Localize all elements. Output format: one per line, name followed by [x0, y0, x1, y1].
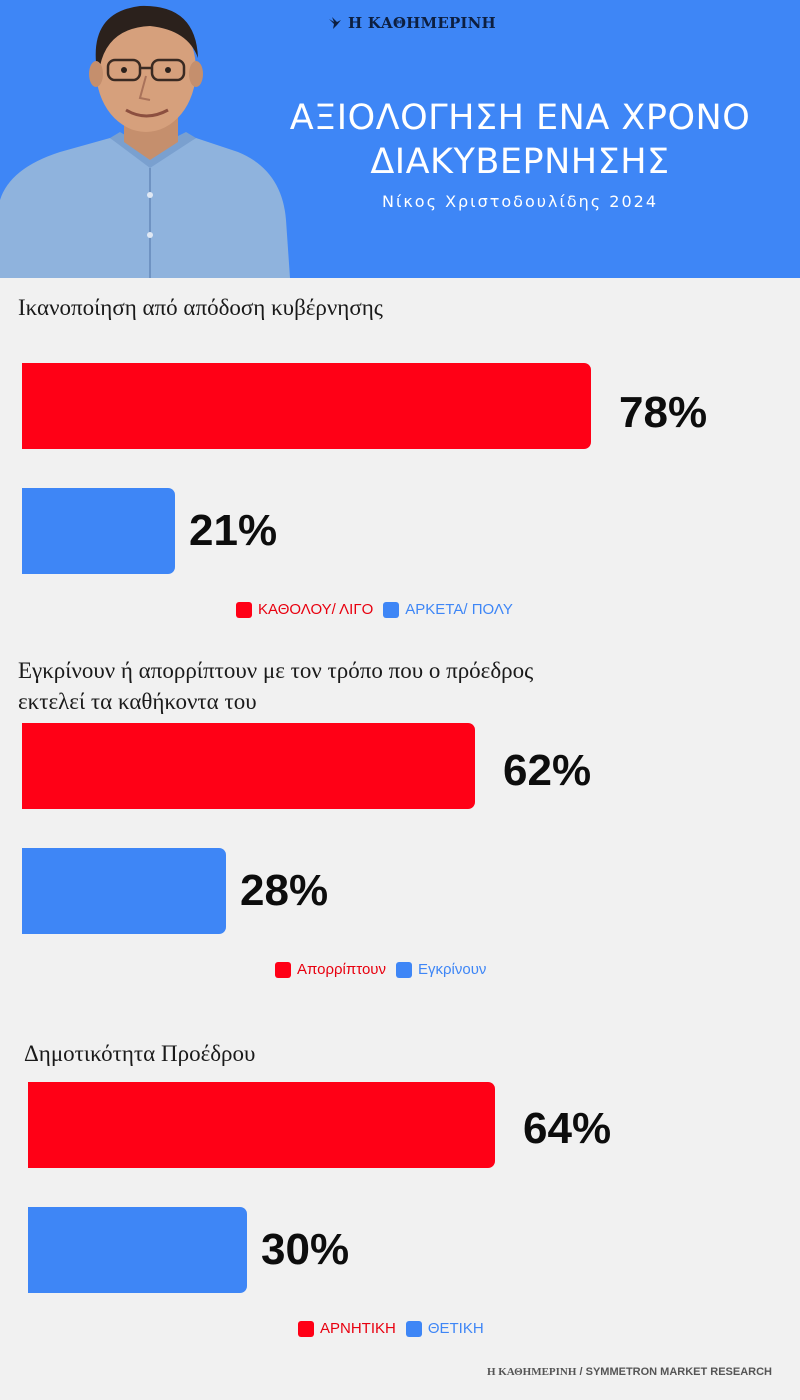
legend-item-blue: ΑΡΚΕΤΑ/ ΠΟΛΥ — [383, 601, 513, 618]
legend-item-blue: Εγκρίνουν — [396, 961, 486, 978]
chart-3-bar-thetiki — [28, 1207, 247, 1293]
footer-source: / SYMMETRON MARKET RESEARCH — [576, 1366, 772, 1378]
page-subtitle: Νίκος Χριστοδουλίδης 2024 — [381, 192, 658, 211]
legend-label: ΑΡΚΕΤΑ/ ΠΟΛΥ — [405, 601, 513, 618]
chart-1-legend: ΚΑΘΟΛΟΥ/ ΛΙΓΟ ΑΡΚΕΤΑ/ ΠΟΛΥ — [236, 601, 523, 618]
page-title: ΑΞΙΟΛΟΓΗΣΗ ΕΝΑ ΧΡΟΝΟ ΔΙΑΚΥΒΕΡΝΗΣΗΣ — [250, 96, 790, 184]
bird-icon — [329, 17, 341, 29]
chart-1-bar-kathola-ligo — [22, 363, 591, 449]
chart-2-title-line-1: Εγκρίνουν ή απορρίπτουν με τον τρόπο που… — [18, 658, 534, 683]
chart-1-title: Ικανοποίηση από απόδοση κυβέρνησης — [18, 295, 383, 320]
legend-swatch-blue — [396, 961, 412, 978]
chart-3-bar-arnitiki — [28, 1082, 495, 1168]
title-line-1: ΑΞΙΟΛΟΓΗΣΗ ΕΝΑ ΧΡΟΝΟ — [289, 98, 751, 138]
chart-2-title-line-2: εκτελεί τα καθήκοντα του — [18, 689, 257, 714]
legend-swatch-red — [236, 601, 252, 618]
legend-swatch-red — [298, 1320, 314, 1337]
legend-item-blue: ΘΕΤΙΚΗ — [405, 1320, 484, 1337]
chart-1-value-label-2: 21% — [189, 506, 278, 555]
publisher-logo: Η ΚΑΘΗΜΕΡΙΝΗ — [328, 14, 496, 32]
chart-1-bar-arketa-poly — [22, 488, 175, 574]
legend-label: ΚΑΘΟΛΟΥ/ ΛΙΓΟ — [258, 601, 374, 618]
chart-2-legend: Απορρίπτουν Εγκρίνουν — [275, 961, 496, 978]
logo-text: Η ΚΑΘΗΜΕΡΙΝΗ — [348, 14, 496, 32]
legend-label: ΘΕΤΙΚΗ — [427, 1320, 484, 1337]
legend-item-red: Απορρίπτουν — [275, 961, 386, 978]
footer-publisher: Η ΚΑΘΗΜΕΡΙΝΗ — [486, 1366, 577, 1378]
chart-1-value-label-1: 78% — [619, 388, 708, 437]
legend-label: ΑΡΝΗΤΙΚΗ — [320, 1320, 396, 1337]
legend-item-red: ΑΡΝΗΤΙΚΗ — [298, 1320, 396, 1337]
chart-3-legend: ΑΡΝΗΤΙΚΗ ΘΕΤΙΚΗ — [298, 1320, 494, 1337]
header-banner: Η ΚΑΘΗΜΕΡΙΝΗ ΑΞΙΟΛΟΓΗΣΗ ΕΝΑ ΧΡΟΝΟ ΔΙΑΚΥΒ… — [0, 0, 800, 278]
portrait-illustration — [0, 5, 290, 278]
legend-label: Εγκρίνουν — [418, 961, 487, 978]
chart-2-value-label-1: 62% — [503, 746, 592, 795]
chart-2-bar-aporriptoun — [22, 723, 475, 809]
chart-3-value-label-1: 64% — [523, 1104, 612, 1153]
legend-item-red: ΚΑΘΟΛΟΥ/ ΛΙΓΟ — [236, 601, 373, 618]
legend-swatch-blue — [405, 1320, 422, 1337]
source-credit: Η ΚΑΘΗΜΕΡΙΝΗ / SYMMETRON MARKET RESEARCH — [487, 1366, 772, 1378]
chart-2-value-label-2: 28% — [240, 866, 329, 915]
legend-label: Απορρίπτουν — [297, 961, 386, 978]
title-line-2: ΔΙΑΚΥΒΕΡΝΗΣΗΣ — [370, 142, 670, 182]
legend-swatch-blue — [383, 601, 400, 618]
chart-3-value-label-2: 30% — [261, 1225, 350, 1274]
chart-3-title: Δημοτικότητα Προέδρου — [24, 1041, 256, 1066]
chart-2-bar-egkrinoun — [22, 848, 226, 934]
legend-swatch-red — [275, 961, 291, 978]
chart-2-title: Εγκρίνουν ή απορρίπτουν με τον τρόπο που… — [18, 655, 533, 717]
